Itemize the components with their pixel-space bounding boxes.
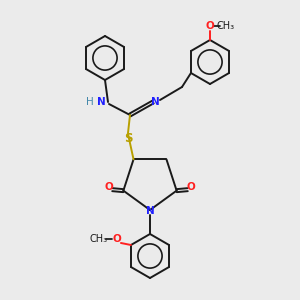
Text: N: N — [146, 206, 154, 216]
Text: O: O — [105, 182, 114, 192]
Text: O: O — [206, 21, 214, 31]
Text: O: O — [186, 182, 195, 192]
Text: H: H — [86, 97, 94, 107]
Text: N: N — [151, 97, 159, 107]
Text: S: S — [124, 131, 132, 145]
Text: CH₃: CH₃ — [217, 21, 235, 31]
Text: N: N — [97, 97, 105, 107]
Text: O: O — [112, 234, 121, 244]
Text: CH₃: CH₃ — [90, 234, 108, 244]
